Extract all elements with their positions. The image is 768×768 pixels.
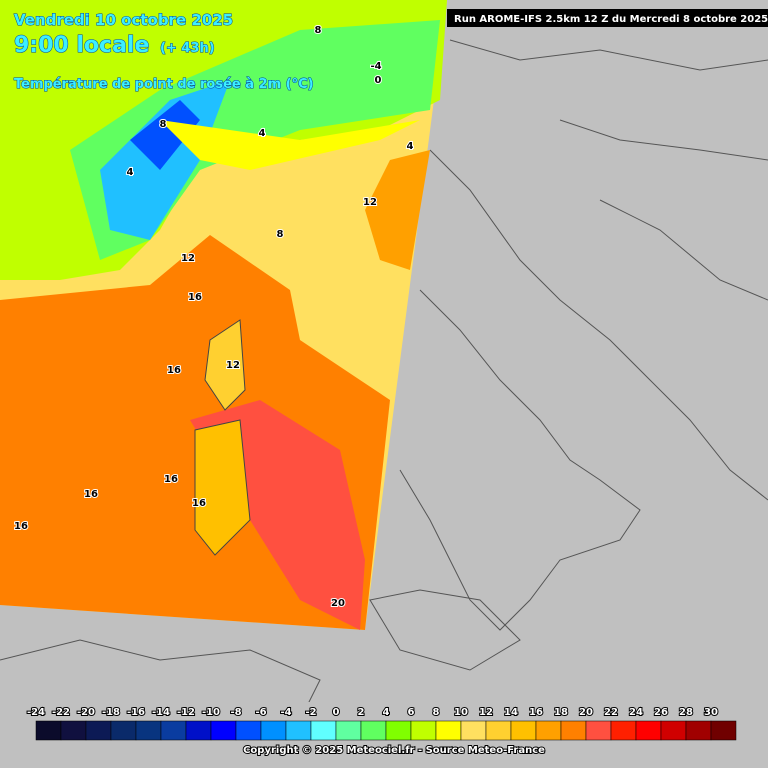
legend-swatch — [585, 720, 612, 741]
contour-label: 4 — [259, 128, 266, 139]
contour-label: 8 — [277, 229, 284, 240]
contour-label: 0 — [375, 75, 382, 86]
contour-label: 4 — [127, 167, 134, 178]
legend-swatch — [360, 720, 387, 741]
legend-label: 24 — [629, 707, 643, 718]
legend-swatch — [185, 720, 212, 741]
contour-label: 16 — [167, 365, 181, 376]
legend-label: 4 — [383, 707, 390, 718]
legend-label: -10 — [202, 707, 220, 718]
legend-label: -20 — [77, 707, 95, 718]
legend-label: 30 — [704, 707, 718, 718]
legend-swatch — [35, 720, 62, 741]
legend-label: 12 — [479, 707, 493, 718]
legend-swatch — [660, 720, 687, 741]
legend: -24 -22 -20 -18 -16 -14 -12 -10 -8 -6 -4 -2 0 2 4 6 8 10 1… — [0, 702, 768, 768]
legend-label: -12 — [177, 707, 195, 718]
legend-swatch — [335, 720, 362, 741]
legend-label: -8 — [230, 707, 241, 718]
model-field — [0, 0, 447, 630]
legend-label: 16 — [529, 707, 543, 718]
legend-label: 26 — [654, 707, 668, 718]
legend-swatch — [60, 720, 87, 741]
legend-swatch — [560, 720, 587, 741]
legend-swatch — [610, 720, 637, 741]
contour-label: 20 — [331, 598, 345, 609]
time: 9:00 locale — [14, 33, 149, 58]
legend-swatch — [385, 720, 412, 741]
legend-label: -16 — [127, 707, 145, 718]
legend-label: -18 — [102, 707, 120, 718]
legend-swatch — [260, 720, 287, 741]
borders — [0, 39, 768, 721]
contour-label: 12 — [363, 197, 377, 208]
contour-label: 8 — [315, 25, 322, 36]
legend-label: 22 — [604, 707, 618, 718]
legend-swatch — [160, 720, 187, 741]
legend-label: 6 — [408, 707, 415, 718]
legend-label: -2 — [305, 707, 316, 718]
legend-swatch — [710, 720, 737, 741]
parameter: Température de point de rosée à 2m (°C) — [14, 77, 314, 92]
legend-swatch — [210, 720, 237, 741]
contour-label: -4 — [370, 61, 381, 72]
legend-swatch — [685, 720, 712, 741]
legend-label: -14 — [152, 707, 170, 718]
run-box — [447, 9, 768, 27]
legend-swatch — [85, 720, 112, 741]
legend-swatch — [510, 720, 537, 741]
legend-swatch — [460, 720, 487, 741]
contour-label: 4 — [407, 141, 414, 152]
legend-label: -4 — [280, 707, 291, 718]
legend-label: -24 — [27, 707, 45, 718]
contour-label: 16 — [192, 498, 206, 509]
run: Run AROME-IFS 2.5km 12 Z du Mercredi 8 o… — [454, 14, 768, 25]
legend-label: 8 — [433, 707, 440, 718]
legend-label: 28 — [679, 707, 693, 718]
legend-swatch — [110, 720, 137, 741]
legend-swatch — [485, 720, 512, 741]
contour-label: 12 — [226, 360, 240, 371]
legend-label: 14 — [504, 707, 518, 718]
legend-label: 18 — [554, 707, 568, 718]
legend-swatch — [410, 720, 437, 741]
footer: Copyright © 2025 Meteociel.fr - Source M… — [243, 745, 545, 756]
legend-label: 10 — [454, 707, 468, 718]
legend-swatch — [535, 720, 562, 741]
contour-label: 8 — [160, 119, 167, 130]
legend-swatch — [235, 720, 262, 741]
contour-label: 16 — [84, 489, 98, 500]
legend-swatch — [135, 720, 162, 741]
legend-label: 0 — [333, 707, 340, 718]
contour-labels: 16 16 12 16 16 16 16 20 12 12 8 4 4 8 -4 0 4 8 — [13, 24, 414, 610]
legend-swatch — [435, 720, 462, 741]
legend-label: -22 — [52, 707, 70, 718]
legend-swatch — [285, 720, 312, 741]
legend-swatch — [310, 720, 337, 741]
legend-swatch — [635, 720, 662, 741]
contour-label: 16 — [164, 474, 178, 485]
lead: (+ 43h) — [160, 41, 215, 56]
legend-label: 2 — [358, 707, 365, 718]
contour-label: 16 — [188, 292, 202, 303]
legend-label: -6 — [255, 707, 266, 718]
date: Vendredi 10 octobre 2025 — [14, 11, 233, 29]
contour-label: 16 — [14, 521, 28, 532]
contour-label: 12 — [181, 253, 195, 264]
legend-label: 20 — [579, 707, 593, 718]
